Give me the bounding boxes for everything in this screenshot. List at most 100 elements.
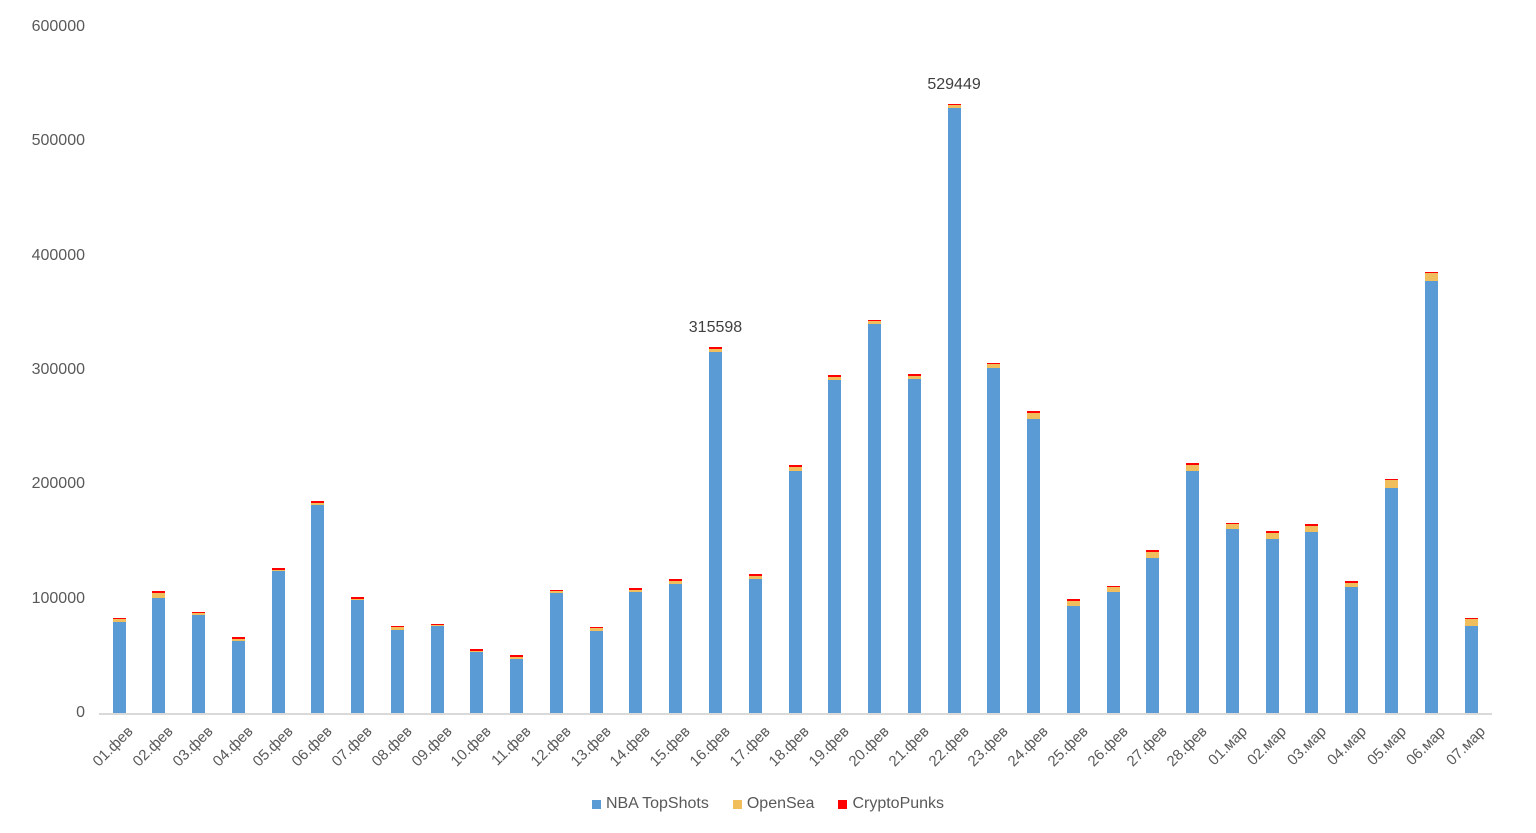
x-tick-label: 03.фев: [169, 723, 217, 771]
legend-swatch-icon: [591, 799, 601, 809]
bar-16.фев: [708, 347, 722, 713]
bar-segment: [1345, 582, 1359, 588]
bar-segment: [112, 617, 126, 620]
y-tick-label: 300000: [31, 361, 85, 378]
x-tick-label: 08.фев: [368, 723, 416, 771]
bar-segment: [907, 379, 921, 713]
x-tick-label: 13.фев: [567, 723, 615, 771]
bar-segment: [987, 367, 1001, 713]
bar-segment: [192, 612, 206, 615]
data-label: 529449: [927, 75, 981, 93]
bar-segment: [1424, 271, 1438, 274]
x-tick-label: 04.мар: [1323, 723, 1370, 769]
bar-segment: [271, 570, 285, 572]
bar-segment: [271, 571, 285, 713]
bar-segment: [1384, 487, 1398, 713]
x-tick-label: 22.фев: [925, 723, 973, 771]
x-tick-label: 05.мар: [1363, 723, 1410, 769]
bar-28.фев: [1186, 463, 1200, 713]
bar-04.фев: [231, 636, 245, 713]
bar-segment: [1146, 550, 1160, 552]
bar-07.фев: [351, 596, 365, 713]
x-tick-label: 06.фев: [288, 723, 336, 771]
bar-segment: [1106, 585, 1120, 588]
bar-segment: [1305, 532, 1319, 713]
x-tick-label: 24.фев: [1004, 723, 1052, 771]
bar-segment: [1305, 524, 1319, 527]
x-tick-label: 16.фев: [686, 723, 734, 771]
bar-segment: [430, 624, 444, 627]
bar-segment: [629, 587, 643, 590]
bar-02.фев: [152, 591, 166, 713]
y-tick-label: 400000: [31, 246, 85, 264]
bar-segment: [470, 650, 484, 653]
bar-segment: [351, 596, 365, 599]
bar-segment: [1265, 539, 1279, 713]
bar-segment: [748, 575, 762, 580]
x-tick-label: 15.фев: [646, 723, 694, 771]
x-tick-label: 21.фев: [885, 723, 933, 771]
bar-06.мар: [1424, 271, 1438, 713]
bar-11.фев: [510, 655, 524, 713]
x-tick-label: 06.мар: [1403, 723, 1450, 769]
bar-segment: [1464, 617, 1478, 620]
y-tick-label: 100000: [31, 589, 85, 607]
bar-24.фев: [1027, 411, 1041, 713]
x-tick-label: 10.фев: [447, 723, 495, 771]
legend-label: CryptoPunks: [852, 795, 945, 812]
x-tick-label: 02.мар: [1244, 723, 1291, 769]
bar-segment: [112, 619, 126, 622]
bar-segment: [152, 592, 166, 598]
bar-segment: [1384, 480, 1398, 488]
legend-item-cryptopunks: CryptoPunks: [838, 795, 944, 813]
bar-segment: [828, 380, 842, 713]
bar-segment: [1424, 280, 1438, 713]
x-tick-label: 07.мар: [1443, 723, 1490, 769]
bar-segment: [1066, 605, 1080, 713]
bar-segment: [1464, 619, 1478, 627]
bar-25.фев: [1066, 599, 1080, 713]
bar-segment: [1027, 411, 1041, 413]
bar-segment: [390, 627, 404, 630]
bar-segment: [231, 638, 245, 641]
bar-segment: [1027, 419, 1041, 713]
bar-06.фев: [311, 501, 325, 713]
bar-segment: [549, 592, 563, 713]
x-axis-line: [99, 713, 1492, 715]
bar-segment: [669, 579, 683, 581]
bar-segment: [510, 655, 524, 657]
bar-segment: [947, 105, 961, 108]
data-label: 315598: [688, 319, 743, 337]
bar-segment: [748, 574, 762, 576]
bar-segment: [987, 363, 1001, 365]
bar-segment: [311, 504, 325, 713]
bar-21.фев: [907, 374, 921, 713]
bar-segment: [1225, 522, 1239, 525]
bar-segment: [788, 465, 802, 468]
bar-segment: [1186, 470, 1200, 713]
x-tick-label: 18.фев: [765, 723, 814, 771]
x-tick-label: 07.фев: [328, 723, 376, 771]
bar-segment: [470, 652, 484, 713]
x-tick-label: 01.мар: [1204, 723, 1251, 769]
bar-segment: [828, 376, 842, 381]
bar-segment: [549, 591, 563, 593]
bar-01.мар: [1225, 522, 1239, 713]
bar-segment: [192, 611, 206, 613]
bar-segment: [708, 347, 722, 349]
legend-label: NBA TopShots: [605, 795, 709, 812]
bar-segment: [510, 656, 524, 660]
bar-segment: [351, 598, 365, 600]
bar-segment: [748, 579, 762, 713]
x-tick-label: 02.фев: [129, 723, 177, 771]
bar-segment: [868, 321, 882, 325]
bar-segment: [1146, 557, 1160, 713]
bar-segment: [708, 348, 722, 353]
bar-segment: [669, 583, 683, 713]
x-tick-label: 27.фев: [1123, 723, 1171, 771]
bar-01.фев: [112, 617, 126, 713]
bar-27.фев: [1146, 550, 1160, 713]
bar-segment: [470, 648, 484, 651]
bar-segment: [1345, 587, 1359, 713]
x-tick-label: 12.фев: [527, 723, 575, 771]
